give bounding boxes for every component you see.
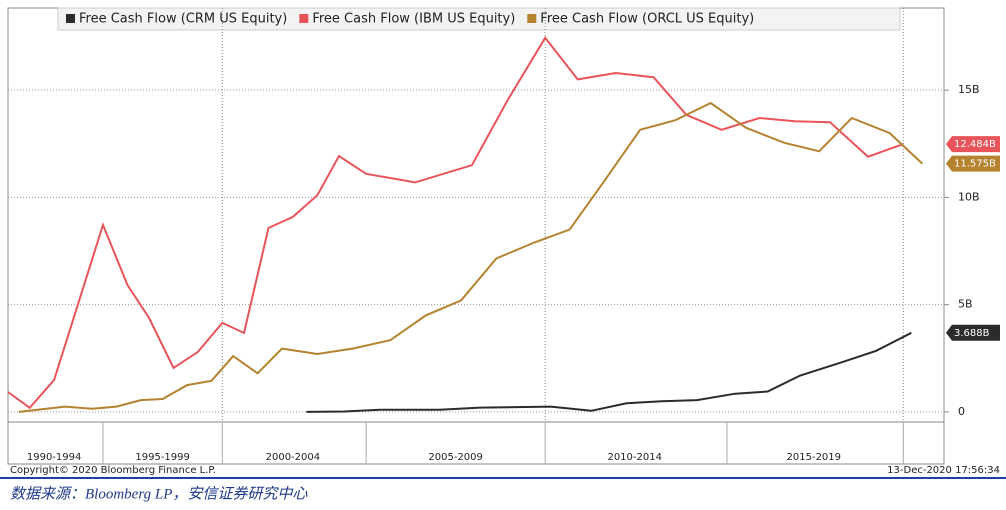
value-label: 12.484B bbox=[954, 139, 996, 150]
series-line bbox=[306, 331, 912, 413]
x-tick-label: 2015-2019 bbox=[787, 452, 842, 463]
legend-label: Free Cash Flow (ORCL US Equity) bbox=[540, 12, 754, 27]
copyright: Copyright© 2020 Bloomberg Finance L.P. bbox=[10, 465, 216, 476]
series-line bbox=[18, 101, 923, 413]
value-label: 3.688B bbox=[954, 328, 990, 339]
x-tick-label: 2010-2014 bbox=[607, 452, 662, 463]
y-tick-label: 0 bbox=[958, 405, 965, 418]
y-tick-label: 10B bbox=[958, 190, 980, 203]
value-badge bbox=[946, 155, 1000, 172]
value-badge bbox=[946, 324, 1000, 341]
series-line bbox=[7, 36, 904, 410]
y-tick-label: 5B bbox=[958, 298, 973, 311]
legend-box bbox=[57, 7, 901, 31]
y-tick-label: 15B bbox=[958, 83, 980, 96]
x-tick-label: 2005-2009 bbox=[428, 452, 483, 463]
value-label: 11.575B bbox=[954, 159, 996, 170]
x-tick-label: 2000-2004 bbox=[266, 452, 321, 463]
legend-swatch bbox=[66, 14, 75, 23]
legend-swatch bbox=[299, 14, 309, 23]
value-badge bbox=[946, 136, 1000, 153]
legend-swatch bbox=[527, 14, 537, 23]
caption: 数据来源：Bloomberg LP，安信证券研究中心 bbox=[10, 485, 308, 502]
x-tick-label: 1990-1994 bbox=[27, 452, 82, 463]
x-tick-label: 1995-1999 bbox=[135, 452, 190, 463]
plot-frame bbox=[7, 7, 945, 465]
timestamp: 13-Dec-2020 17:56:34 bbox=[887, 465, 1000, 476]
legend-label: Free Cash Flow (CRM US Equity) bbox=[79, 12, 287, 27]
legend-label: Free Cash Flow (IBM US Equity) bbox=[312, 12, 515, 27]
